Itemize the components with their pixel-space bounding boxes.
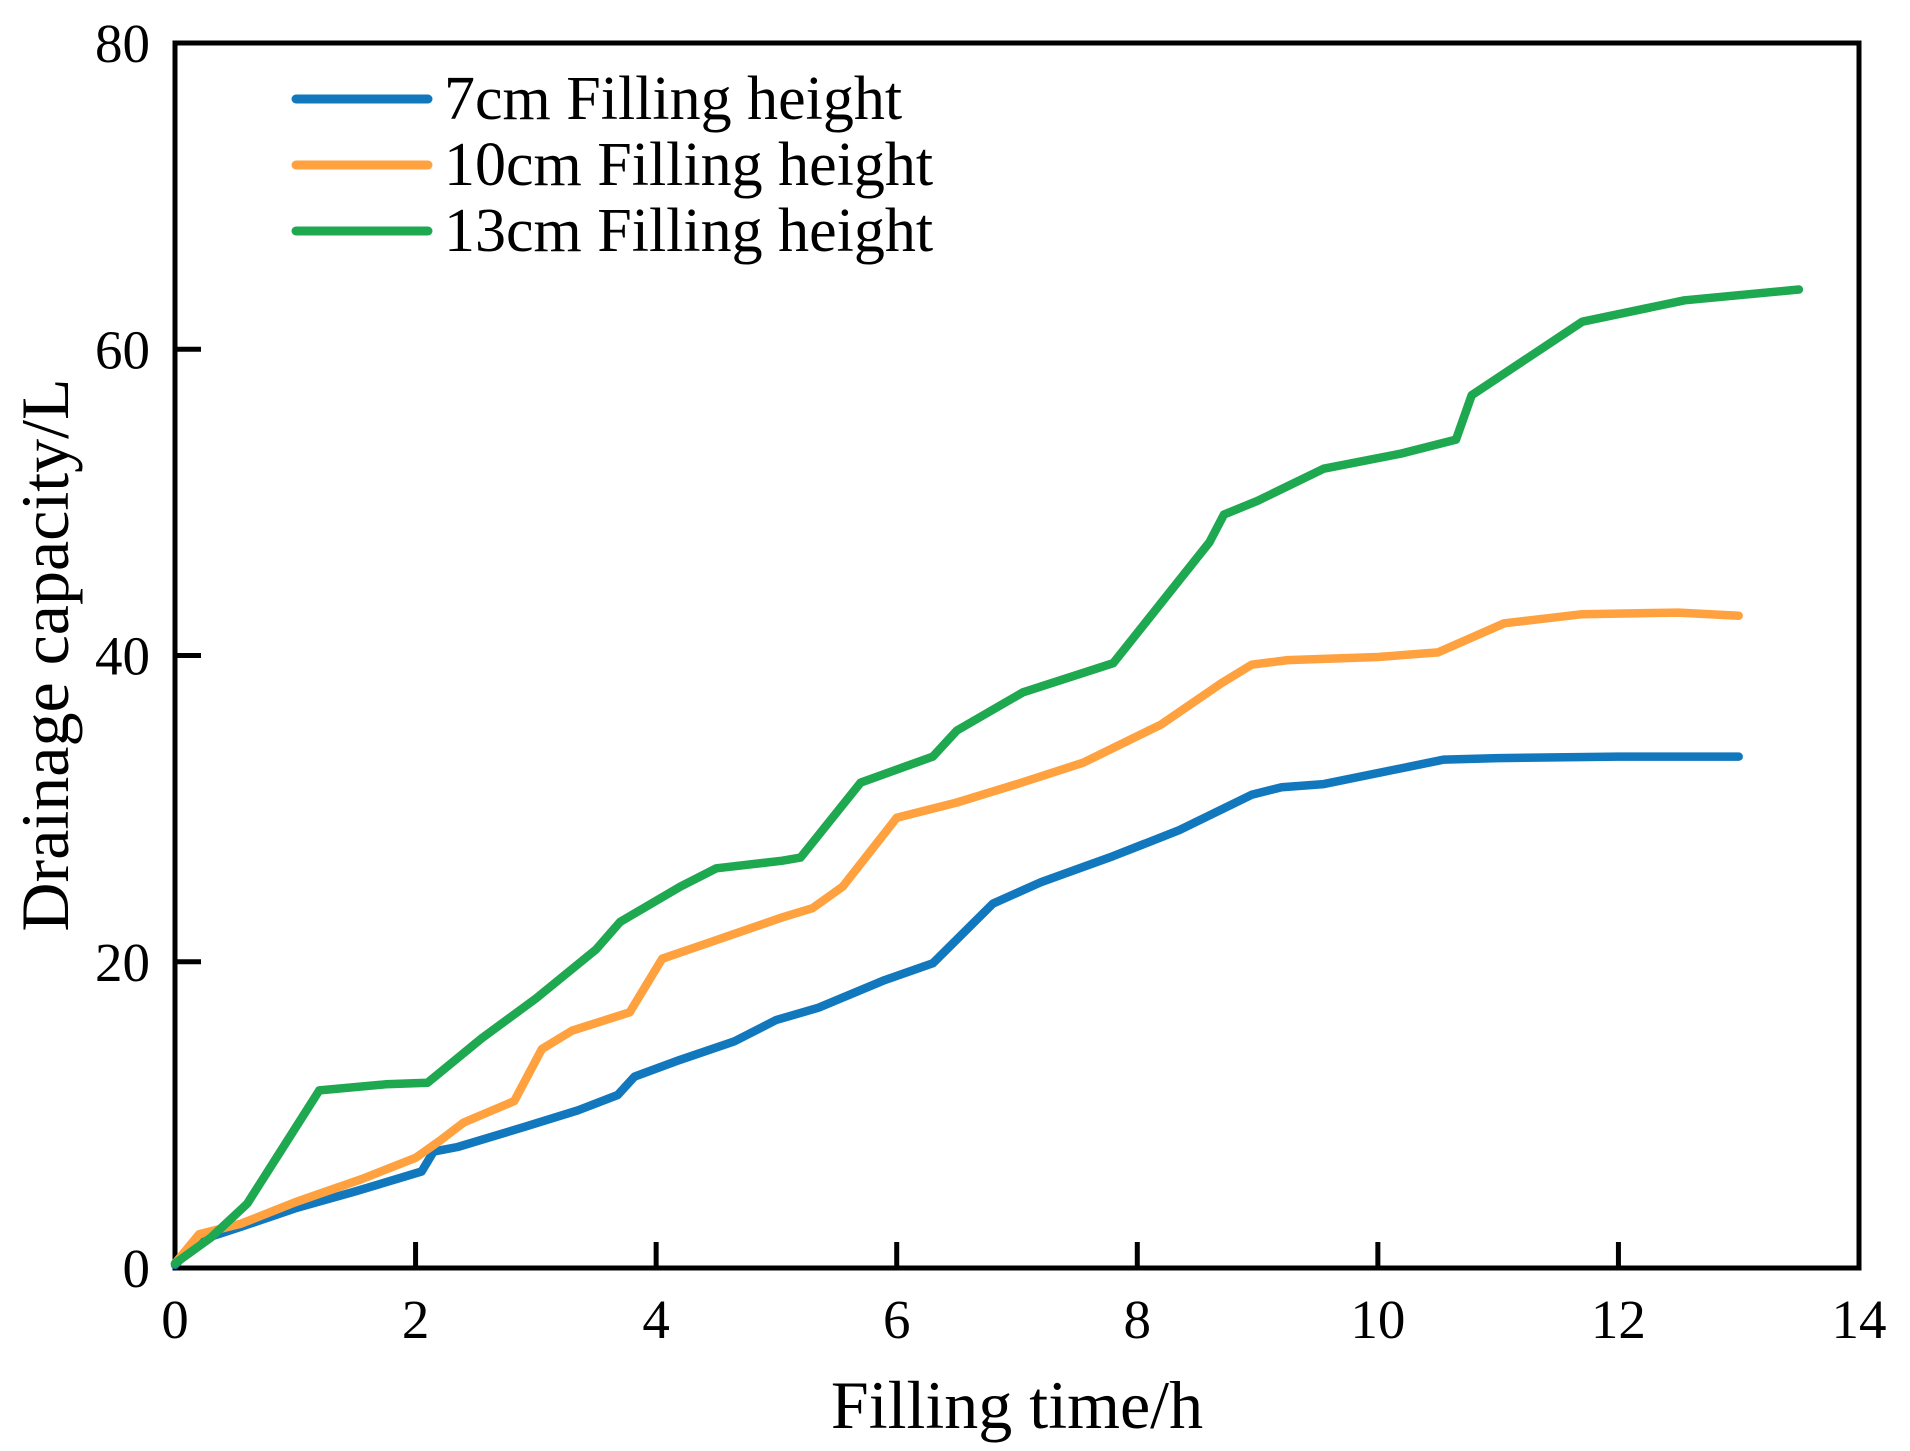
series-lines (170, 285, 1804, 1270)
series-line-10cm-filling-height (170, 608, 1743, 1268)
y-tick-label: 40 (95, 626, 150, 687)
y-tick-label: 20 (95, 932, 150, 993)
x-tick-label: 8 (1124, 1289, 1152, 1350)
x-tick-label: 0 (161, 1289, 189, 1350)
x-tick-label: 10 (1350, 1289, 1405, 1350)
legend-label-10cm-filling-height: 10cm Filling height (444, 131, 933, 199)
y-tick-label: 0 (123, 1238, 151, 1299)
x-tick-label: 4 (642, 1289, 670, 1350)
axis-ticks: 0 2 4 6 8 10 12 14 0 20 40 60 80 (95, 13, 1887, 1350)
series-line-7cm-filling-height (170, 752, 1743, 1270)
series-line-13cm-filling-height (170, 285, 1804, 1268)
x-tick-label: 12 (1591, 1289, 1646, 1350)
legend-label-13cm-filling-height: 13cm Filling height (444, 197, 933, 265)
x-axis-title: Filling time/h (831, 1367, 1203, 1443)
x-tick-label: 2 (402, 1289, 430, 1350)
y-tick-label: 60 (95, 319, 150, 380)
x-tick-label: 6 (883, 1289, 911, 1350)
y-tick-label: 80 (95, 13, 150, 74)
x-tick-label: 14 (1832, 1289, 1887, 1350)
y-axis-title: Drainage capacity/L (7, 378, 83, 931)
legend-label-7cm-filling-height: 7cm Filling height (444, 65, 902, 133)
